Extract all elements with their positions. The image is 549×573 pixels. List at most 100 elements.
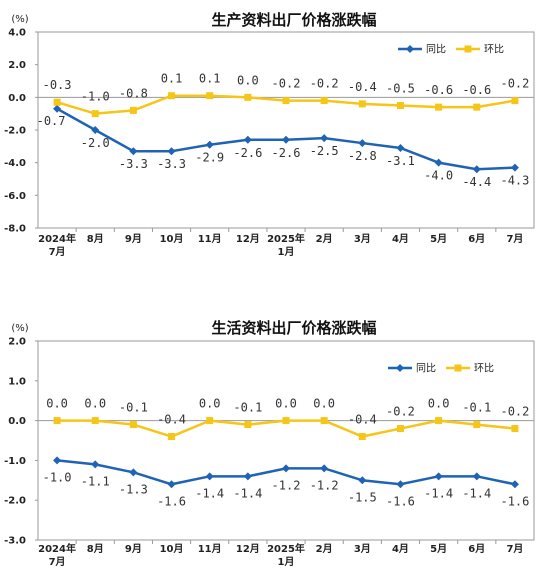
- legend: 同比 环比: [388, 363, 494, 375]
- series-mom: 0.0 0.0 -0.1 -0.4 0.0 -0.1 0.0 0.0 -0.4 -0.2 0.0 -0…: [46, 397, 529, 441]
- data-label: -3.1: [386, 154, 415, 168]
- data-label: -4.3: [500, 174, 529, 188]
- data-label: 0.0: [313, 397, 335, 411]
- data-label: -0.1: [462, 401, 491, 415]
- data-label: 0.1: [199, 72, 221, 86]
- data-label: -1.2: [310, 478, 339, 492]
- data-label: -1.4: [233, 486, 262, 500]
- data-point: [435, 103, 443, 111]
- data-point: [206, 92, 214, 100]
- data-label: 0.0: [237, 73, 259, 87]
- y-tick-label: -1.0: [4, 456, 26, 467]
- data-point: [129, 106, 137, 114]
- data-point: [206, 417, 214, 425]
- data-point: [243, 472, 252, 481]
- data-label: -1.4: [462, 486, 491, 500]
- data-point: [473, 421, 481, 429]
- data-label: -1.0: [43, 470, 72, 484]
- data-point: [320, 97, 328, 105]
- chart-title: 生活资料出厂价格涨跌幅: [211, 319, 376, 337]
- y-tick-label: 2.0: [8, 60, 26, 71]
- y-tick-label: -3.0: [4, 536, 26, 547]
- series-yoy: -1.0 -1.1 -1.3 -1.6 -1.4 -1.4 -1.2 -1.2 -1.5 -1.6…: [43, 456, 529, 508]
- legend-label: 环比: [474, 363, 494, 375]
- x-tick-label: 11月: [198, 233, 222, 245]
- y-tick-label: 0.0: [8, 93, 26, 104]
- x-tick-label: 2024年: [38, 232, 76, 245]
- data-point: [282, 464, 290, 473]
- chart-title: 生产资料出厂价格涨跌幅: [211, 11, 376, 29]
- data-label: -1.5: [348, 490, 377, 504]
- x-tick-label: 2025年: [267, 232, 305, 245]
- x-tick-label: 7月: [49, 556, 66, 568]
- data-label: 0.0: [428, 397, 450, 411]
- data-label: 0.0: [275, 397, 297, 411]
- data-label: -4.0: [424, 169, 453, 183]
- series-yoy: -0.7 -2.0 -3.3 -3.3 -2.9 -2.6 -2.6 -2.5 -2.8 -3.1…: [37, 104, 529, 189]
- data-point: [167, 147, 176, 156]
- data-label: -0.6: [462, 83, 491, 97]
- y-tick-label: 0.0: [8, 416, 26, 427]
- data-label: -1.3: [119, 482, 148, 496]
- data-label: 0.0: [46, 397, 68, 411]
- data-point: [244, 93, 252, 101]
- data-point: [129, 468, 138, 477]
- data-point: [358, 476, 367, 485]
- data-point: [434, 158, 443, 167]
- legend-label: 同比: [426, 44, 446, 56]
- y-tick-label: -2.0: [4, 496, 26, 507]
- x-tick-label: 1月: [278, 246, 295, 258]
- x-tick-label: 12月: [236, 233, 260, 245]
- plot-frame: [37, 31, 535, 229]
- data-label: -2.9: [195, 151, 224, 165]
- x-tick-label: 1月: [278, 556, 295, 568]
- data-point: [396, 102, 404, 109]
- x-tick-label: 2024年: [38, 542, 76, 555]
- data-point: [472, 165, 481, 174]
- data-point: [91, 417, 99, 425]
- data-point: [358, 433, 366, 441]
- data-point: [91, 110, 99, 118]
- data-label: -0.3: [43, 78, 72, 92]
- data-point: [205, 472, 214, 481]
- data-label: -4.4: [462, 175, 491, 189]
- x-tick-label: 8月: [87, 543, 104, 555]
- data-point: [320, 417, 328, 425]
- legend-label: 同比: [416, 363, 436, 375]
- y-unit-label: (%): [11, 323, 28, 334]
- data-point: [282, 135, 290, 144]
- data-label: -1.0: [81, 90, 110, 104]
- x-tick-label: 2月: [316, 233, 333, 245]
- data-label: -2.6: [272, 146, 301, 160]
- x-tick-label: 11月: [198, 543, 222, 555]
- data-label: -1.1: [81, 474, 110, 488]
- data-label: 0.0: [199, 397, 221, 411]
- data-point: [91, 126, 100, 134]
- data-label: -0.2: [310, 77, 339, 91]
- data-point: [396, 143, 405, 152]
- y-tick-label: -2.0: [4, 126, 26, 137]
- data-label: -1.4: [424, 486, 453, 500]
- data-point: [472, 472, 481, 481]
- data-label: -1.4: [195, 486, 224, 500]
- data-point: [244, 421, 252, 429]
- data-point: [511, 97, 519, 105]
- y-unit-label: (%): [11, 14, 28, 25]
- x-tick-label: 3月: [354, 543, 371, 555]
- data-label: -1.6: [500, 494, 529, 508]
- data-point: [205, 140, 214, 149]
- data-point: [168, 92, 176, 100]
- data-label: -0.4: [157, 413, 186, 427]
- data-label: -0.7: [37, 114, 66, 128]
- x-tick-label: 10月: [160, 543, 184, 555]
- data-label: -2.0: [81, 136, 110, 150]
- x-tick-label: 7月: [49, 246, 66, 258]
- legend-marker: [454, 364, 462, 372]
- legend: 同比 环比: [398, 44, 504, 56]
- data-label: -2.6: [233, 146, 262, 160]
- legend-marker: [464, 45, 472, 53]
- data-label: -0.1: [233, 401, 262, 415]
- x-tick-label: 9月: [125, 543, 142, 555]
- x-tick-label: 6月: [468, 233, 485, 245]
- plot-frame: [37, 340, 535, 541]
